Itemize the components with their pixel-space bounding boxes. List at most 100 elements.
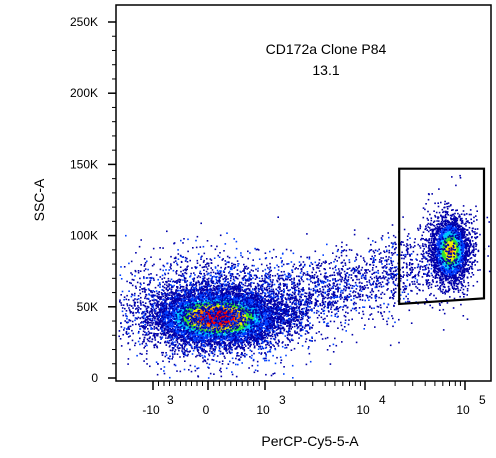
event-dot <box>245 333 247 335</box>
event-dot <box>153 312 156 314</box>
event-dot <box>192 291 194 294</box>
event-dot <box>179 293 182 296</box>
event-dot <box>324 317 326 320</box>
event-dot <box>177 302 180 304</box>
event-dot <box>249 299 252 301</box>
event-dot <box>169 298 172 301</box>
event-dot <box>214 349 216 351</box>
event-dot <box>256 340 258 343</box>
event-dot <box>176 290 179 292</box>
event-dot <box>195 295 197 297</box>
event-dot <box>179 356 181 358</box>
event-dot <box>204 298 207 300</box>
event-dot <box>146 305 149 308</box>
event-dot <box>160 298 162 300</box>
event-dots <box>118 174 491 379</box>
event-dot <box>252 294 254 296</box>
event-dot <box>256 343 258 345</box>
event-dot <box>211 336 213 339</box>
event-dot <box>250 350 253 353</box>
event-dot <box>245 345 247 347</box>
event-dot <box>262 338 264 340</box>
event-dot <box>250 295 252 297</box>
event-dot <box>157 323 159 326</box>
event-dot <box>154 333 157 335</box>
event-dot <box>185 328 188 330</box>
event-dot <box>185 293 188 296</box>
event-dot <box>136 301 139 304</box>
event-dot <box>213 285 216 288</box>
event-dot <box>204 286 206 289</box>
event-dot <box>149 314 151 316</box>
event-dot <box>175 293 177 295</box>
event-dot <box>268 301 271 304</box>
event-dot <box>260 317 263 320</box>
event-dot <box>251 293 253 296</box>
event-dot <box>277 339 280 341</box>
event-dot <box>228 282 231 285</box>
event-dot <box>279 296 282 298</box>
event-dot <box>238 298 241 301</box>
event-dot <box>239 289 242 292</box>
event-dot <box>207 322 210 325</box>
event-dot <box>273 299 275 302</box>
event-dot <box>199 353 202 355</box>
event-dot <box>266 343 269 346</box>
event-dot <box>305 311 308 314</box>
event-dot <box>166 341 168 344</box>
event-dot <box>150 303 152 306</box>
event-dot <box>272 344 274 346</box>
event-dot <box>168 345 171 348</box>
event-dot <box>204 352 206 354</box>
event-dot <box>149 336 151 338</box>
event-dot <box>165 329 168 331</box>
event-dot <box>242 354 244 357</box>
event-dot <box>295 332 297 334</box>
event-dot <box>156 333 158 335</box>
event-dot <box>250 341 252 344</box>
event-dot <box>274 335 276 337</box>
event-dot <box>151 318 154 320</box>
event-dot <box>250 327 253 329</box>
event-dot <box>262 337 265 339</box>
event-dot <box>261 330 264 333</box>
event-dot <box>264 288 266 291</box>
event-dot <box>187 289 190 291</box>
event-dot <box>236 338 239 341</box>
event-dot <box>153 315 156 318</box>
event-dot <box>165 304 167 306</box>
event-dot <box>271 335 274 338</box>
event-dot <box>197 341 199 344</box>
event-dot <box>137 305 139 307</box>
event-dot <box>159 332 162 335</box>
event-dot <box>173 332 175 335</box>
event-dot <box>126 333 128 335</box>
event-dot <box>204 305 206 307</box>
event-dot <box>179 324 181 326</box>
event-dot <box>171 319 174 322</box>
event-dot <box>160 318 162 320</box>
event-dot <box>183 304 186 306</box>
event-dot <box>282 327 285 330</box>
event-dot <box>240 341 242 344</box>
event-dot <box>153 291 156 293</box>
event-dot <box>229 330 232 332</box>
event-dot <box>273 327 276 329</box>
event-dot <box>224 296 226 299</box>
event-dot <box>289 334 291 336</box>
event-dot <box>277 332 280 334</box>
event-dot <box>272 293 275 295</box>
event-dot <box>255 327 258 329</box>
event-dot <box>167 324 169 326</box>
event-dot <box>149 311 151 313</box>
event-dot <box>221 338 224 341</box>
event-dot <box>217 284 220 287</box>
event-dot <box>188 327 190 330</box>
event-dot <box>173 305 175 308</box>
event-dot <box>251 334 254 337</box>
event-dot <box>212 287 214 289</box>
event-dot <box>205 302 208 304</box>
event-dot <box>164 320 166 322</box>
event-dot <box>226 352 228 354</box>
event-dot <box>226 339 229 342</box>
